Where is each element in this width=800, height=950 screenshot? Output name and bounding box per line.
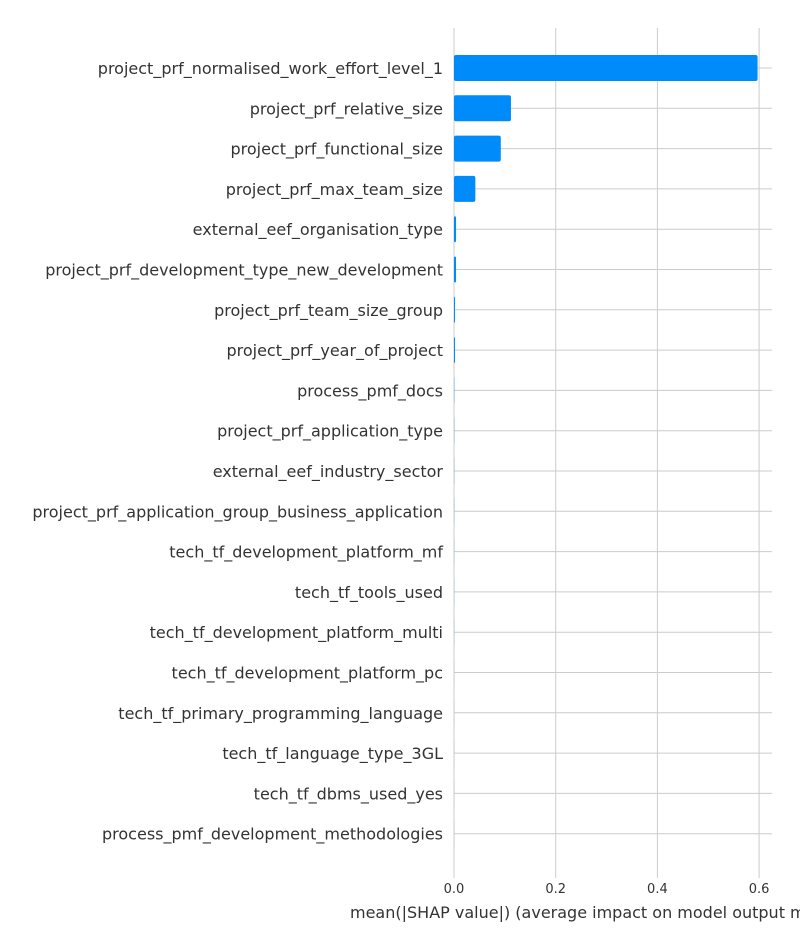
- bar: [454, 337, 456, 364]
- feature-label: project_prf_functional_size: [230, 140, 443, 160]
- grid-layer: [453, 28, 772, 873]
- feature-label: project_prf_application_group_business_a…: [32, 502, 443, 522]
- bar: [454, 55, 758, 81]
- feature-label: project_prf_year_of_project: [226, 341, 443, 361]
- feature-label: process_pmf_development_methodologies: [102, 825, 443, 845]
- bars-layer: [454, 55, 758, 847]
- bar: [454, 296, 456, 323]
- bar: [454, 175, 476, 202]
- feature-label: tech_tf_development_platform_mf: [169, 543, 443, 563]
- feature-label: tech_tf_language_type_3GL: [222, 744, 443, 764]
- feature-label: project_prf_max_team_size: [226, 180, 443, 200]
- bar: [454, 216, 457, 243]
- x-tick-label: 0.2: [545, 882, 566, 897]
- bar: [454, 95, 511, 122]
- feature-label: process_pmf_docs: [297, 381, 443, 401]
- bar: [454, 135, 501, 162]
- feature-label: tech_tf_primary_programming_language: [118, 704, 443, 724]
- feature-label: tech_tf_tools_used: [295, 583, 443, 603]
- x-tick-label: 0.4: [647, 882, 668, 897]
- x-tick-label: 0.0: [444, 882, 465, 897]
- feature-label: project_prf_application_type: [217, 422, 443, 442]
- feature-label: tech_tf_development_platform_multi: [150, 623, 443, 643]
- feature-label: project_prf_relative_size: [250, 99, 443, 119]
- feature-label: tech_tf_development_platform_pc: [172, 664, 443, 684]
- x-axis: 0.0 0.2 0.4 0.6: [444, 873, 770, 897]
- feature-label: project_prf_normalised_work_effort_level…: [98, 59, 443, 79]
- feature-label: project_prf_team_size_group: [214, 301, 443, 321]
- x-tick-label: 0.6: [749, 882, 770, 897]
- feature-label: external_eef_organisation_type: [193, 220, 443, 240]
- bar: [454, 256, 457, 283]
- x-axis-title: mean(|SHAP value|) (average impact on mo…: [350, 903, 800, 922]
- feature-label: external_eef_industry_sector: [213, 462, 444, 482]
- feature-label: project_prf_development_type_new_develop…: [45, 261, 443, 281]
- feature-labels: project_prf_normalised_work_effort_level…: [32, 59, 443, 845]
- feature-label: tech_tf_dbms_used_yes: [254, 784, 443, 804]
